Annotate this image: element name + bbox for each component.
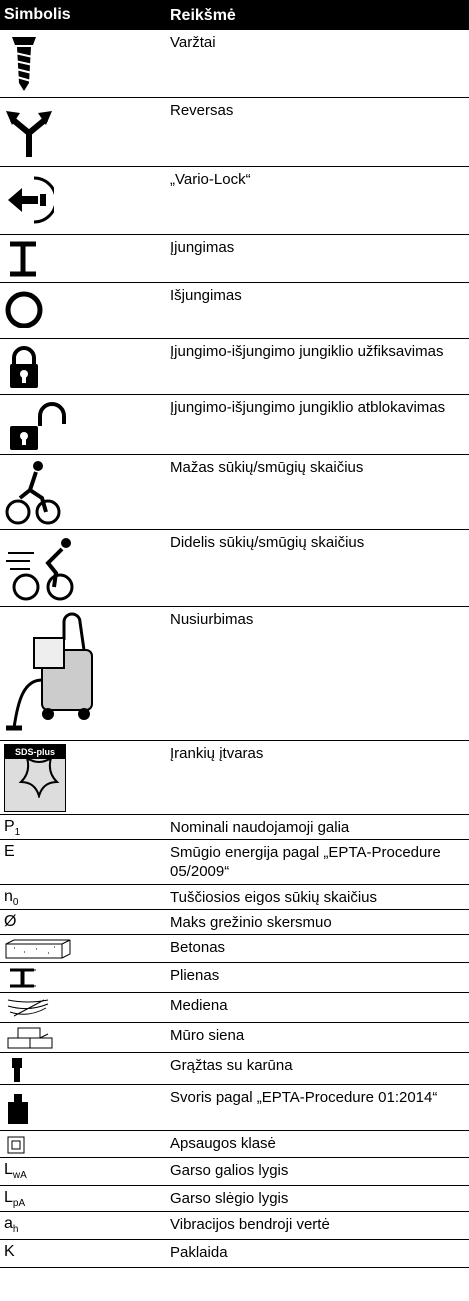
symbol-text: n	[4, 888, 13, 905]
table-row: Išjungimas	[0, 283, 469, 339]
table-row: Įjungimas	[0, 235, 469, 283]
meaning-cell: Plienas	[170, 967, 220, 984]
symbol-cell	[0, 530, 170, 606]
symbol-text: E	[4, 843, 15, 860]
meaning-cell: Tuščiosios eigos sūkių skaičius	[170, 889, 378, 906]
symbol-cell	[0, 1131, 170, 1157]
symbol-subscript: 1	[14, 827, 21, 839]
table-row: ah Vibracijos bendroji vertė	[0, 1212, 469, 1240]
symbol-cell	[0, 993, 170, 1022]
symbol-cell: SDS-plus	[0, 741, 170, 814]
symbol-subscript: 0	[12, 897, 19, 909]
symbol-cell: ah	[0, 1212, 170, 1239]
symbol-cell: Ø	[0, 910, 170, 934]
meaning-cell: Grąžtas su karūna	[170, 1057, 293, 1074]
symbol-text: a	[4, 1215, 13, 1232]
symbol-text: L	[4, 1189, 13, 1206]
symbol-cell	[0, 339, 170, 394]
meaning-cell: Vibracijos bendroji vertė	[170, 1216, 330, 1233]
symbol-text: Ø	[4, 913, 17, 930]
meaning-cell: Įjungimo-išjungimo jungiklio užfiksavima…	[170, 343, 444, 360]
table-row: Nusiurbimas	[0, 607, 469, 741]
meaning-cell: Apsaugos klasė	[170, 1135, 276, 1152]
meaning-cell: Įjungimas	[170, 239, 235, 256]
table-row: Plienas	[0, 963, 469, 993]
meaning-cell: Išjungimas	[170, 287, 242, 304]
symbol-cell	[0, 395, 170, 454]
meaning-cell: Nusiurbimas	[170, 611, 254, 628]
table-row: P1 Nominali naudojamoji galia	[0, 815, 469, 840]
table-row: Mūro siena	[0, 1023, 469, 1053]
symbol-cell	[0, 1023, 170, 1052]
symbol-text: P	[4, 818, 15, 835]
table-row: Mediena	[0, 993, 469, 1023]
table-row: „Vario-Lock“	[0, 167, 469, 235]
icon-label: SDS-plus	[5, 745, 65, 759]
symbol-cell	[0, 167, 170, 234]
symbol-cell: K	[0, 1240, 170, 1267]
symbol-subscript: wA	[12, 1170, 27, 1182]
symbol-subscript: h	[12, 1224, 19, 1236]
table-row: Apsaugos klasė	[0, 1131, 469, 1158]
meaning-cell: Mūro siena	[170, 1027, 245, 1044]
table-row: Svoris pagal „EPTA-Procedure 01:2014“	[0, 1085, 469, 1131]
symbol-subscript: pA	[12, 1198, 26, 1210]
table-row: Grąžtas su karūna	[0, 1053, 469, 1085]
meaning-cell: Mažas sūkių/smūgių skaičius	[170, 459, 364, 476]
meaning-cell: „Vario-Lock“	[170, 171, 251, 188]
meaning-cell: Didelis sūkių/smūgių skaičius	[170, 534, 365, 551]
symbol-cell: n0	[0, 885, 170, 909]
table-row: Mažas sūkių/smūgių skaičius	[0, 455, 469, 530]
meaning-cell: Smūgio energija pagal „EPTA-Procedure 05…	[170, 844, 441, 880]
table-row: K Paklaida	[0, 1240, 469, 1268]
header-meaning: Reikšmė	[170, 6, 236, 24]
table-row: E Smūgio energija pagal „EPTA-Procedure 0…	[0, 840, 469, 885]
header-symbol: Simbolis	[4, 6, 71, 23]
sds-icon: SDS-plus	[4, 744, 66, 812]
table-row: Varžtai	[0, 30, 469, 98]
table-row: Didelis sūkių/smūgių skaičius	[0, 530, 469, 607]
meaning-cell: Garso slėgio lygis	[170, 1190, 289, 1207]
table-row: SDS-plus Įrankių įtvaras	[0, 741, 469, 815]
symbol-cell	[0, 30, 170, 97]
table-header: Simbolis Reikšmė	[0, 0, 469, 30]
symbol-cell	[0, 1053, 170, 1084]
symbol-cell: LwA	[0, 1158, 170, 1185]
table-row: Betonas	[0, 935, 469, 963]
table-row: n0 Tuščiosios eigos sūkių skaičius	[0, 885, 469, 910]
symbol-cell	[0, 1085, 170, 1130]
table-row: Įjungimo-išjungimo jungiklio užfiksavima…	[0, 339, 469, 395]
table-row: Ø Maks grežinio skersmuo	[0, 910, 469, 935]
symbol-text: L	[4, 1161, 13, 1178]
symbol-cell	[0, 455, 170, 529]
meaning-cell: Nominali naudojamoji galia	[170, 819, 350, 836]
meaning-cell: Maks grežinio skersmuo	[170, 914, 332, 931]
symbol-cell	[0, 98, 170, 166]
meaning-cell: Betonas	[170, 939, 226, 956]
symbol-cell: P1	[0, 815, 170, 839]
symbol-cell	[0, 283, 170, 338]
table-row: Įjungimo-išjungimo jungiklio atblokavima…	[0, 395, 469, 455]
symbol-cell	[0, 235, 170, 282]
meaning-cell: Įrankių įtvaras	[170, 745, 264, 762]
table-row: LwA Garso galios lygis	[0, 1158, 469, 1186]
meaning-cell: Garso galios lygis	[170, 1162, 289, 1179]
symbol-table: Simbolis Reikšmė Varžtai Reversas „Vario-L…	[0, 0, 469, 1268]
symbol-cell	[0, 963, 170, 992]
symbol-cell: LpA	[0, 1186, 170, 1211]
symbol-text: K	[4, 1243, 15, 1260]
meaning-cell: Reversas	[170, 102, 234, 119]
table-row: Reversas	[0, 98, 469, 167]
symbol-cell	[0, 935, 170, 962]
meaning-cell: Paklaida	[170, 1244, 228, 1261]
symbol-cell: E	[0, 840, 170, 884]
meaning-cell: Įjungimo-išjungimo jungiklio atblokavima…	[170, 399, 446, 416]
table-row: LpA Garso slėgio lygis	[0, 1186, 469, 1212]
meaning-cell: Mediena	[170, 997, 228, 1014]
meaning-cell: Varžtai	[170, 34, 216, 51]
symbol-cell	[0, 607, 170, 740]
meaning-cell: Svoris pagal „EPTA-Procedure 01:2014“	[170, 1089, 438, 1106]
